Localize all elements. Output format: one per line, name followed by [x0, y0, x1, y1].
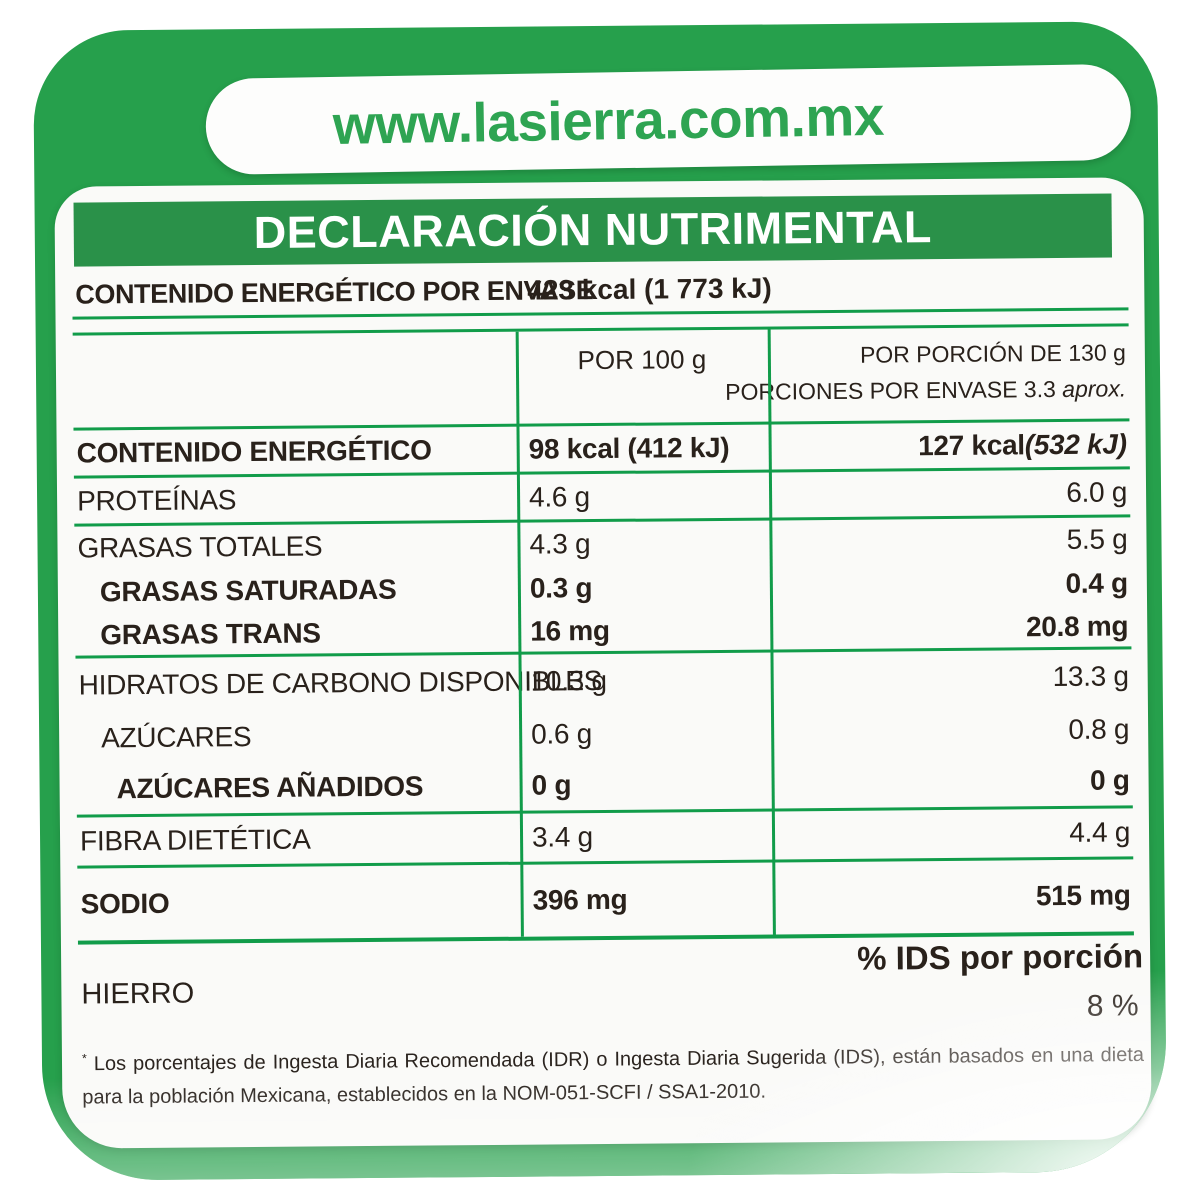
package-energy-value: 423 kcal (1 773 kJ)	[527, 272, 772, 306]
table-row: FIBRA DIETÉTICA 3.4 g 4.4 g	[76, 808, 1134, 869]
nutrition-header-bar: DECLARACIÓN NUTRIMENTAL	[73, 193, 1113, 267]
per-100g-value: 98 kcal (412 kJ)	[528, 431, 730, 465]
table-row: HIDRATOS DE CARBONO DISPONIBLES 10.3 g 1…	[75, 649, 1131, 711]
website-pill: www.lasierra.com.mx	[205, 63, 1132, 176]
nutrition-panel: DECLARACIÓN NUTRIMENTAL CONTENIDO ENERGÉ…	[54, 177, 1152, 1149]
per-portion-value-kj: (532 kJ)	[1024, 427, 1127, 460]
mineral-ids-value: 8 %	[1086, 989, 1139, 1023]
per-100g-value: 3.4 g	[531, 821, 593, 853]
per-portion-value: 0 g	[1089, 764, 1130, 796]
per-100g-value: 16 mg	[530, 614, 610, 647]
header-portion-line1: POR PORCIÓN DE 130 g	[859, 339, 1126, 368]
footnote-text: Los porcentajes de Ingesta Diaria Recome…	[82, 1043, 1145, 1109]
mineral-name: HIERRO	[81, 977, 195, 1011]
per-portion-value: 0.4 g	[1065, 567, 1128, 599]
website-url: www.lasierra.com.mx	[332, 84, 885, 156]
header-spacer	[73, 332, 517, 428]
per-100g-value: 396 mg	[532, 883, 628, 916]
per-portion-value: 127 kcal	[918, 428, 1025, 461]
per-100g-value: 4.6 g	[528, 480, 591, 513]
table-body: CONTENIDO ENERGÉTICO 98 kcal (412 kJ) 12…	[73, 421, 1134, 940]
per-portion-value: 20.8 mg	[1025, 609, 1129, 642]
nutrition-table: POR 100 g POR PORCIÓN DE 130 g PORCIONES…	[72, 323, 1134, 945]
per-portion-value: 4.4 g	[1069, 816, 1131, 848]
ids-per-portion-heading: % IDS por porción	[856, 937, 1144, 977]
per-portion-value: 0.8 g	[1068, 712, 1130, 745]
per-100g-value: 0 g	[531, 769, 572, 801]
per-100g-value: 10.3 g	[530, 664, 607, 697]
nutrient-name: GRASAS TOTALES	[77, 530, 323, 564]
nutrient-name: AZÚCARES	[101, 720, 252, 753]
package-label: www.lasierra.com.mx DECLARACIÓN NUTRIMEN…	[33, 21, 1167, 1181]
nutrient-name: FIBRA DIETÉTICA	[79, 823, 311, 857]
per-100g-value: 4.3 g	[529, 528, 591, 560]
per-portion-value: 13.3 g	[1052, 659, 1129, 692]
table-row: AZÚCARES 0.6 g 0.8 g	[76, 702, 1132, 764]
table-row: AZÚCARES AÑADIDOS 0 g 0 g	[76, 755, 1133, 818]
footnote: * Los porcentajes de Ingesta Diaria Reco…	[82, 1033, 1145, 1114]
per-100g-value: 0.3 g	[529, 572, 593, 604]
nutrient-name: AZÚCARES AÑADIDOS	[116, 770, 424, 805]
header-per-portion: POR PORCIÓN DE 130 g PORCIONES POR ENVAS…	[725, 326, 1129, 421]
nutrient-name: CONTENIDO ENERGÉTICO	[76, 433, 432, 469]
table-header-row: POR 100 g POR PORCIÓN DE 130 g PORCIONES…	[72, 326, 1130, 431]
table-row: SODIO 396 mg 515 mg	[77, 859, 1134, 940]
nutrient-name: SODIO	[80, 887, 170, 920]
nutrient-name: GRASAS TRANS	[100, 616, 321, 650]
nutrient-name: GRASAS SATURADAS	[99, 573, 397, 608]
nutrient-name: PROTEÍNAS	[76, 483, 237, 517]
package-energy-label: CONTENIDO ENERGÉTICO POR ENVASE	[75, 274, 594, 310]
per-portion-value: 6.0 g	[1066, 475, 1128, 508]
per-100g-value: 0.6 g	[531, 717, 593, 750]
per-portion-value: 5.5 g	[1066, 523, 1128, 555]
package-energy-row: CONTENIDO ENERGÉTICO POR ENVASE 423 kcal…	[72, 263, 1129, 320]
header-portion-line2: PORCIONES POR ENVASE 3.3 aprox.	[725, 375, 1127, 405]
per-portion-value: 515 mg	[1035, 879, 1131, 912]
nutrition-header-title: DECLARACIÓN NUTRIMENTAL	[253, 201, 933, 259]
